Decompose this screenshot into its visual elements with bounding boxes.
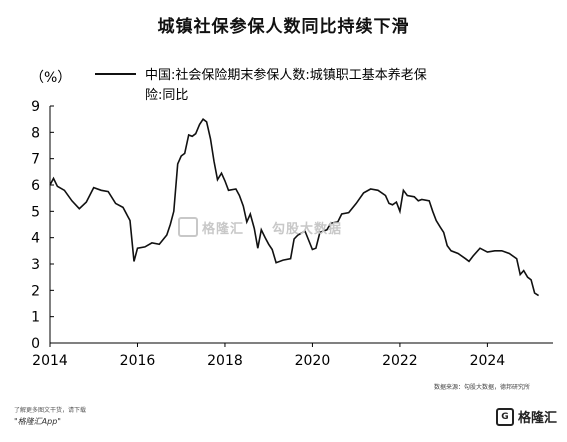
footer-app-name: "格隆汇App" bbox=[14, 417, 61, 426]
x-tick-label: 2020 bbox=[295, 353, 331, 369]
watermark-data: 勾股大数据 bbox=[272, 221, 343, 237]
x-tick-label: 2024 bbox=[470, 353, 506, 369]
y-tick-label: 1 bbox=[31, 310, 40, 326]
x-tick-label: 2016 bbox=[120, 353, 156, 369]
source-note: 数据来源：勾股大数据，德邦研究所 bbox=[434, 384, 531, 391]
y-tick-label: 0 bbox=[31, 336, 40, 352]
y-tick-label: 8 bbox=[31, 125, 40, 141]
footer-line: 了解更多图文干货，请下载 bbox=[14, 407, 87, 414]
x-tick-label: 2014 bbox=[32, 353, 68, 369]
legend-text: 中国:社会保险期末参保人数:城镇职工基本养老保 bbox=[145, 67, 427, 83]
footer-promo: 了解更多图文干货，请下载 "格隆汇App" bbox=[14, 405, 86, 427]
x-tick-label: 2022 bbox=[382, 353, 418, 369]
series-line bbox=[49, 118, 540, 297]
brand-logo: G 格隆汇 bbox=[495, 407, 557, 426]
watermark-logo-icon bbox=[178, 217, 198, 237]
chart-title: 城镇社保参保人数同比持续下滑 bbox=[157, 17, 410, 37]
y-tick-label: 9 bbox=[31, 99, 40, 115]
watermark-brand: 格隆汇 bbox=[202, 221, 245, 237]
y-tick-label: 7 bbox=[31, 152, 40, 168]
y-tick-label: 4 bbox=[31, 231, 40, 247]
legend-text-continued: 险:同比 bbox=[145, 88, 188, 103]
watermark: 格隆汇 勾股大数据 bbox=[178, 217, 342, 237]
logo-text: 格隆汇 bbox=[517, 411, 557, 426]
y-unit-label: （%） bbox=[30, 70, 71, 86]
logo-icon: G bbox=[495, 407, 514, 426]
x-tick-label: 2018 bbox=[207, 353, 243, 369]
y-tick-label: 3 bbox=[31, 257, 40, 273]
y-tick-label: 2 bbox=[31, 283, 40, 299]
y-axis: 0 1 2 3 4 5 6 7 8 9 bbox=[31, 99, 54, 352]
x-axis: 2014 2016 2018 2020 2022 2024 bbox=[32, 342, 553, 369]
y-tick-label: 6 bbox=[31, 178, 40, 194]
y-tick-label: 5 bbox=[31, 204, 40, 220]
